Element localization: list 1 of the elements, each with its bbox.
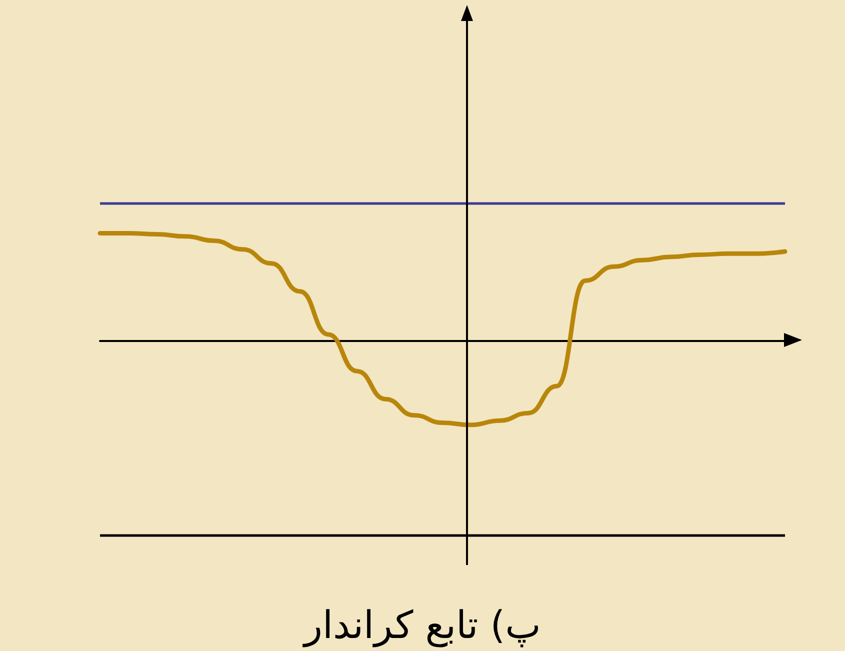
text: پ) تابع کراندار <box>302 603 541 648</box>
